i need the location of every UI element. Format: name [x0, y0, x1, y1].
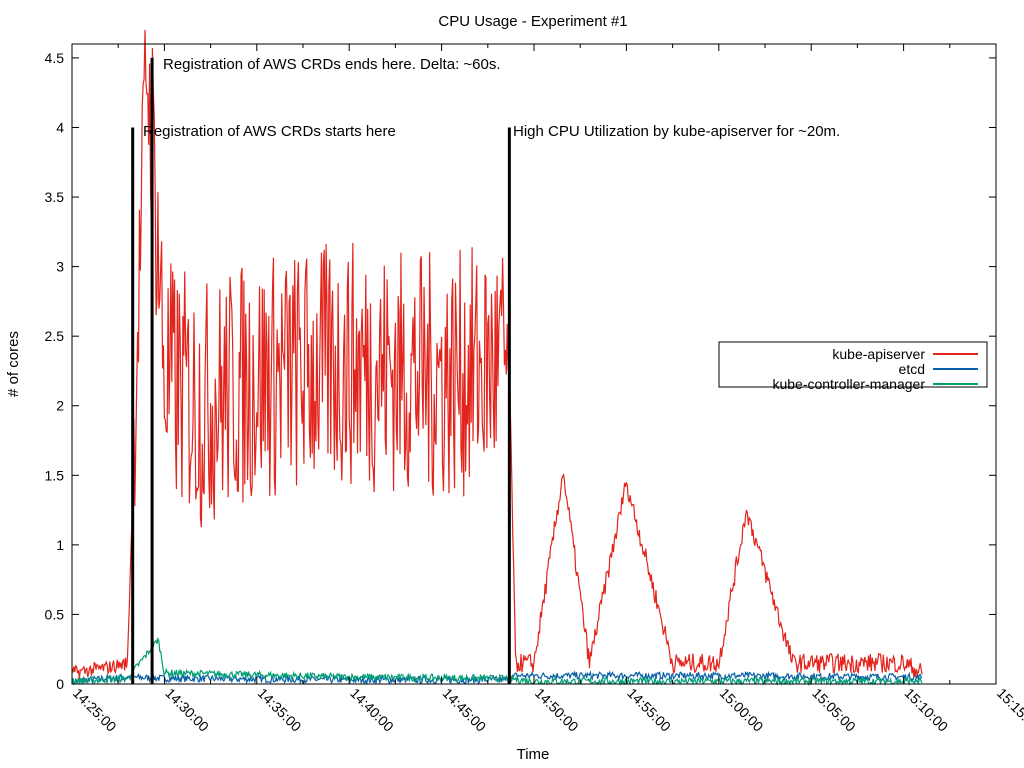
- annotations: Registration of AWS CRDs starts here Regi…: [131, 56, 840, 684]
- x-tick-label: 14:45:00: [439, 685, 489, 735]
- x-tick-label: 15:00:00: [717, 685, 767, 735]
- x-tick-label: 14:30:00: [162, 685, 212, 735]
- series-line-kube-apiserver: [71, 29, 923, 679]
- legend-box: [718, 341, 988, 388]
- y-axis-label: # of cores: [5, 331, 22, 397]
- y-tick-label: 3: [56, 259, 64, 275]
- x-tick-label: 15:10:00: [901, 685, 951, 735]
- y-tick-label: 3.5: [45, 189, 65, 205]
- series-line-kube-controller-manager: [71, 636, 923, 687]
- x-tick-label: 14:50:00: [532, 685, 582, 735]
- y-axis: 0 0.5 1 1.5 2 2.5 3 3.5 4 4.5: [45, 50, 996, 692]
- x-tick-label: 15:05:00: [809, 685, 859, 735]
- x-tick-label: 15:15:00: [994, 685, 1024, 735]
- x-tick-label: 14:35:00: [255, 685, 305, 735]
- x-axis-label: Time: [517, 746, 550, 763]
- y-tick-label: 1.5: [45, 467, 65, 483]
- y-tick-label: 0: [56, 676, 64, 692]
- y-tick-label: 4: [56, 119, 64, 135]
- legend: kube-apiserveretcdkube-controller-manage…: [718, 341, 988, 392]
- x-tick-label: 14:55:00: [624, 685, 674, 735]
- y-tick-label: 2: [56, 398, 64, 414]
- plot-data: [71, 29, 923, 687]
- annotation-label: Registration of AWS CRDs starts here: [143, 123, 396, 140]
- annotation-label: High CPU Utilization by kube-apiserver f…: [513, 123, 840, 140]
- x-tick-label: 14:25:00: [70, 685, 120, 735]
- chart-title: CPU Usage - Experiment #1: [438, 13, 627, 30]
- annotation-label: Registration of AWS CRDs ends here. Delt…: [163, 56, 501, 73]
- legend-label: kube-apiserver: [832, 346, 925, 362]
- y-tick-label: 0.5: [45, 606, 65, 622]
- x-tick-label: 14:40:00: [347, 685, 397, 735]
- legend-label: kube-controller-manager: [772, 376, 925, 392]
- legend-label: etcd: [899, 361, 925, 377]
- y-tick-label: 4.5: [45, 50, 65, 66]
- y-tick-label: 2.5: [45, 328, 65, 344]
- y-tick-label: 1: [56, 537, 64, 553]
